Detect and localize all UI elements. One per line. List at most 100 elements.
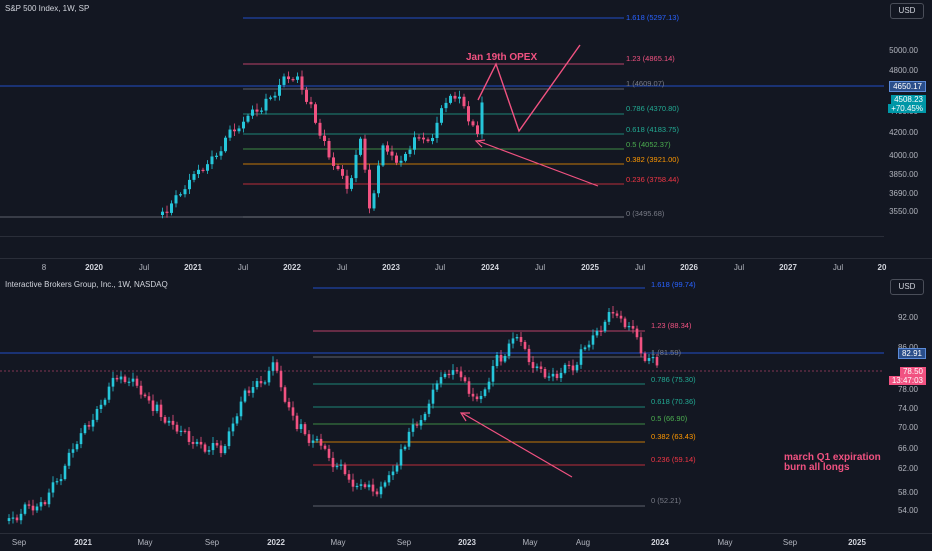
ibkr-chart-canvas[interactable] — [0, 276, 932, 533]
candle-body — [390, 151, 394, 156]
current-price-tag: 78.50 — [899, 367, 926, 376]
candle-body — [107, 386, 111, 400]
candle-body — [187, 431, 191, 442]
candle-body — [463, 377, 467, 382]
candle-body — [251, 387, 255, 393]
candle-body — [336, 165, 340, 170]
candle-body — [203, 444, 207, 452]
price-tick: 54.00 — [897, 506, 918, 515]
candle-body — [215, 155, 218, 157]
sp500-chart-pane[interactable]: S&P 500 Index, 1W, SP USD 1.618 (5297.13… — [0, 0, 932, 272]
price-tick: 78.00 — [897, 385, 918, 394]
candle-body — [635, 328, 639, 338]
candle-body — [243, 390, 247, 402]
candle-body — [499, 354, 503, 362]
candle-body — [567, 364, 571, 367]
price-tick: 86.00 — [898, 343, 918, 352]
candle-body — [350, 178, 353, 189]
candle-body — [347, 474, 351, 480]
candle-body — [431, 389, 435, 404]
time-tick: Sep — [204, 538, 220, 547]
candle-body — [395, 155, 398, 163]
candle-body — [171, 420, 175, 425]
arrow-line — [461, 412, 573, 478]
candle-body — [341, 169, 344, 176]
candle-body — [295, 415, 299, 430]
candle-body — [655, 356, 659, 366]
candle-body — [79, 433, 83, 445]
candle-body — [191, 441, 195, 444]
price-tick: 5000.00 — [889, 46, 918, 55]
candle-body — [643, 353, 647, 361]
time-tick: Jul — [237, 263, 249, 272]
fib-label-0236: 0.236 (59.14) — [651, 455, 696, 464]
candle-body — [131, 378, 135, 382]
candle-body — [423, 413, 427, 421]
candle-body — [507, 343, 511, 357]
candle-body — [239, 401, 243, 417]
candle-body — [511, 338, 515, 344]
candle-body — [115, 377, 119, 380]
candle-body — [215, 443, 219, 446]
candle-body — [411, 424, 415, 432]
candle-body — [147, 396, 151, 401]
candle-body — [435, 122, 439, 138]
candle-body — [323, 135, 326, 142]
currency-button[interactable]: USD — [890, 3, 924, 19]
candle-body — [47, 492, 51, 505]
sp500-chart-canvas[interactable] — [0, 0, 932, 258]
candle-body — [449, 95, 452, 103]
candle-body — [179, 194, 182, 196]
candle-body — [219, 445, 223, 454]
candle-body — [127, 381, 131, 383]
time-tick: 2022 — [267, 538, 285, 547]
price-tick: 3690.00 — [889, 189, 918, 198]
candle-body — [607, 312, 611, 322]
time-tick: Aug — [575, 538, 591, 547]
candle-body — [271, 362, 275, 371]
time-tick: Sep — [782, 538, 798, 547]
candle-body — [559, 372, 563, 379]
candle-body — [55, 481, 59, 483]
candle-body — [503, 356, 507, 362]
ibkr-chart-pane[interactable]: Interactive Brokers Group, Inc., 1W, NAS… — [0, 276, 932, 533]
candle-body — [331, 457, 335, 468]
bottom-time-axis: Sep 2021 May Sep 2022 May Sep 2023 May A… — [0, 533, 932, 551]
arrow-head — [474, 139, 486, 148]
candle-body — [35, 506, 39, 511]
time-tick: Jul — [733, 263, 745, 272]
candle-body — [197, 169, 200, 175]
currency-button[interactable]: USD — [890, 279, 924, 295]
candle-body — [247, 390, 251, 393]
time-tick: May — [330, 538, 346, 547]
candle-body — [219, 151, 223, 156]
candle-body — [523, 341, 527, 349]
candle-body — [175, 424, 179, 432]
candle-body — [291, 407, 295, 416]
candle-body — [491, 366, 495, 382]
candle-body — [273, 95, 277, 98]
candle-body — [303, 424, 307, 435]
candle-body — [615, 313, 619, 316]
candle-body — [67, 452, 71, 466]
fib-label-0236: 0.236 (3758.44) — [626, 175, 679, 184]
time-tick: 2025 — [848, 538, 866, 547]
candle-body — [167, 420, 171, 423]
candle-body — [183, 189, 187, 195]
price-tick: 4000.00 — [889, 151, 918, 160]
fib-label-123: 1.23 (88.34) — [651, 321, 692, 330]
candle-body — [83, 425, 87, 434]
candle-body — [595, 330, 599, 336]
fib-label-05: 0.5 (4052.37) — [626, 140, 671, 149]
candle-body — [379, 486, 383, 495]
candle-body — [354, 154, 358, 179]
candle-body — [447, 373, 451, 376]
last-price-tag: 82.91 — [897, 348, 926, 359]
candle-body — [407, 431, 411, 447]
candle-body — [296, 76, 299, 80]
candle-body — [195, 441, 199, 444]
time-tick: 2024 — [651, 538, 669, 547]
candle-body — [71, 449, 75, 453]
candle-body — [427, 403, 431, 414]
candle-body — [444, 102, 448, 109]
